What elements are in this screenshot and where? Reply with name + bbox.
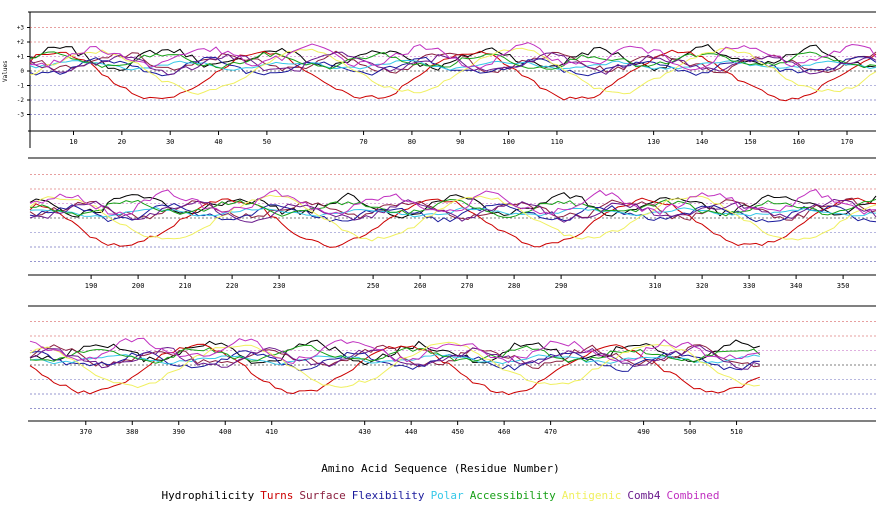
x-tick-label: 330 [743, 282, 756, 290]
x-tick-label: 70 [359, 138, 367, 146]
x-tick-label: 170 [841, 138, 854, 146]
x-tick-label: 470 [544, 428, 557, 436]
x-tick-label: 80 [408, 138, 416, 146]
x-tick-label: 280 [508, 282, 521, 290]
x-tick-label: 20 [118, 138, 126, 146]
x-tick-label: 490 [637, 428, 650, 436]
x-tick-label: 40 [214, 138, 222, 146]
x-tick-label: 350 [837, 282, 850, 290]
x-tick-label: 160 [792, 138, 805, 146]
series-line-comb4 [29, 198, 877, 223]
x-tick-label: 200 [132, 282, 145, 290]
x-tick-label: 430 [358, 428, 371, 436]
x-tick-label: 130 [647, 138, 660, 146]
legend-polar: Polar [430, 489, 464, 502]
x-tick-label: 440 [405, 428, 418, 436]
y-tick-label: +1 [17, 54, 25, 61]
x-tick-label: 320 [696, 282, 709, 290]
legend-turns: Turns [260, 489, 294, 502]
x-tick-label: 220 [226, 282, 239, 290]
series-line-comb4 [29, 51, 877, 76]
legend: Hydrophilicity Turns Surface Flexibility Pol… [0, 489, 881, 502]
x-tick-label: 230 [273, 282, 286, 290]
x-tick-label: 150 [744, 138, 757, 146]
legend-flexibility: Flexibility [351, 489, 425, 502]
series-line-hydrophilicity [29, 44, 877, 72]
x-tick-label: 110 [551, 138, 564, 146]
legend-accessibility: Accessibility [469, 489, 556, 502]
x-axis-title: Amino Acid Sequence (Residue Number) [321, 462, 560, 475]
x-tick-label: 270 [461, 282, 474, 290]
x-tick-label: 510 [730, 428, 743, 436]
x-tick-label: 500 [684, 428, 697, 436]
y-tick-label: 0 [20, 68, 24, 75]
x-tick-label: 340 [790, 282, 803, 290]
y-tick-label: -3 [17, 112, 25, 119]
series-line-antigenic [29, 47, 877, 95]
x-tick-label: 390 [172, 428, 185, 436]
x-tick-label: 410 [265, 428, 278, 436]
series-line-antigenic [29, 194, 877, 242]
y-axis-label: Values [2, 60, 9, 82]
series-line-accessibility [29, 344, 761, 364]
x-tick-label: 90 [456, 138, 464, 146]
x-tick-label: 100 [502, 138, 515, 146]
y-tick-label: +3 [17, 25, 25, 32]
x-tick-label: 260 [414, 282, 427, 290]
x-tick-label: 290 [555, 282, 568, 290]
series-line-turns [29, 49, 877, 102]
series-line-hydrophilicity [29, 192, 877, 219]
series-line-comb4 [29, 345, 760, 370]
legend-surface: Surface [299, 489, 346, 502]
series-line-combined [29, 337, 760, 365]
x-tick-label: 50 [263, 138, 271, 146]
x-tick-label: 10 [69, 138, 77, 146]
series-line-accessibility [29, 51, 877, 70]
series-line-hydrophilicity [29, 339, 760, 366]
y-tick-label: -2 [17, 97, 25, 104]
series-line-surface [29, 50, 877, 74]
x-tick-label: 380 [126, 428, 139, 436]
series-line-combined [29, 42, 877, 71]
x-tick-label: 400 [219, 428, 232, 436]
x-tick-label: 250 [367, 282, 380, 290]
x-tick-label: 310 [649, 282, 662, 290]
series-line-accessibility [29, 198, 877, 218]
series-line-polar [29, 207, 877, 218]
y-tick-label: +2 [17, 39, 25, 46]
x-tick-label: 370 [79, 428, 92, 436]
x-tick-label: 190 [85, 282, 98, 290]
y-tick-label: -1 [17, 83, 25, 90]
series-line-flexibility [29, 56, 877, 77]
x-tick-label: 140 [696, 138, 709, 146]
x-tick-label: 210 [179, 282, 192, 290]
series-line-combined [29, 189, 877, 216]
legend-comb4: Comb4 [627, 489, 661, 502]
x-tick-label: 460 [498, 428, 511, 436]
legend-hydrophilicity: Hydrophilicity [161, 489, 255, 502]
series-line-polar [29, 59, 877, 71]
legend-combined: Combined [666, 489, 720, 502]
series-line-antigenic [29, 341, 760, 389]
x-tick-label: 30 [166, 138, 174, 146]
x-tick-label: 450 [451, 428, 464, 436]
legend-antigenic: Antigenic [561, 489, 622, 502]
